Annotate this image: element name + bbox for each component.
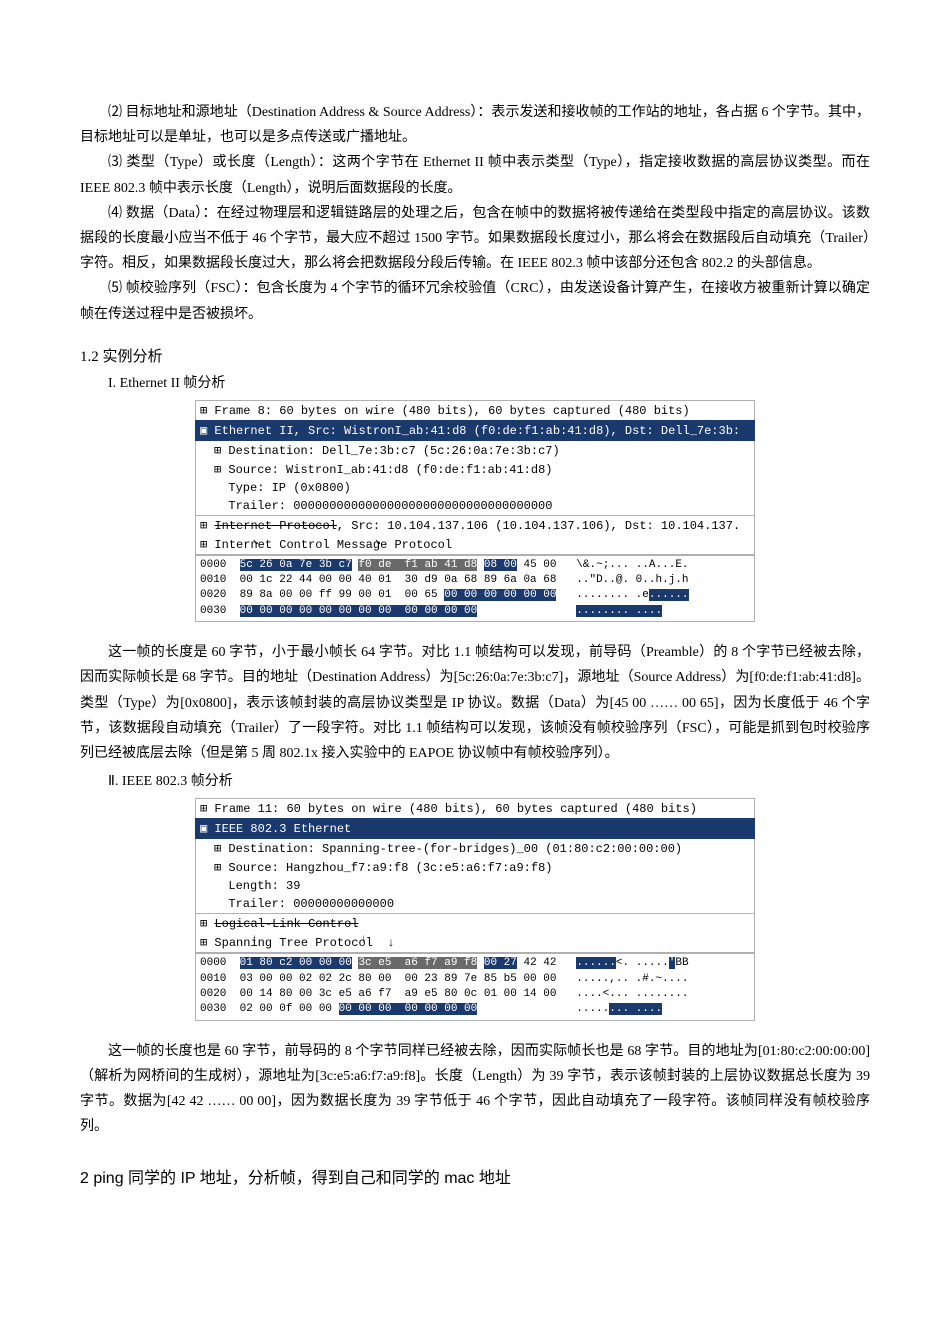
paragraph-5: ⑸ 帧校验序列（FSC）：包含长度为 4 个字节的循环冗余校验值（CRC），由发… bbox=[80, 276, 870, 326]
capture-2: ⊞ Frame 11: 60 bytes on wire (480 bits),… bbox=[195, 798, 755, 1021]
cap2-dest: ⊞ Destination: Spanning-tree-(for-bridge… bbox=[195, 839, 755, 858]
subsection-II-title: Ⅱ. IEEE 802.3 帧分析 bbox=[80, 770, 870, 790]
analysis-1: 这一帧的长度是 60 字节，小于最小帧长 64 字节。对比 1.1 帧结构可以发… bbox=[80, 640, 870, 766]
analysis-2: 这一帧的长度也是 60 字节，前导码的 8 个字节同样已经被去除，因而实际帧长也… bbox=[80, 1039, 870, 1140]
capture-2-wrap: ⊞ Frame 11: 60 bytes on wire (480 bits),… bbox=[80, 798, 870, 1021]
paragraph-3: ⑶ 类型（Type）或长度（Length）：这两个字节在 Ethernet II… bbox=[80, 150, 870, 200]
cap1-hex: 0000 5c 26 0a 7e 3b c7 f0 de f1 ab 41 d8… bbox=[195, 555, 755, 623]
cap2-hex: 0000 01 80 c2 00 00 00 3c e5 a6 f7 a9 f8… bbox=[195, 953, 755, 1021]
cap1-trailer: Trailer: 0000000000000000000000000000000… bbox=[195, 497, 755, 516]
cap1-dest: ⊞ Destination: Dell_7e:3b:c7 (5c:26:0a:7… bbox=[195, 441, 755, 460]
cap2-len: Length: 39 bbox=[195, 877, 755, 895]
section-1-2-title: 1.2 实例分析 bbox=[80, 345, 870, 366]
cap1-icmp: ⊞ Intern↘et Control Messag↘e Protocol bbox=[195, 535, 755, 555]
cap1-type: Type: IP (0x0800) bbox=[195, 479, 755, 497]
cap2-ethernet-header: ▣ IEEE 802.3 Ethernet bbox=[195, 818, 755, 839]
cap1-ethernet-header: ▣ Ethernet II, Src: WistronI_ab:41:d8 (f… bbox=[195, 420, 755, 441]
capture-1-wrap: ⊞ Frame 8: 60 bytes on wire (480 bits), … bbox=[80, 400, 870, 623]
cap2-src: ⊞ Source: Hangzhou_f7:a9:f8 (3c:e5:a6:f7… bbox=[195, 858, 755, 877]
cap2-llc: ⊞ Logical-Link Control bbox=[195, 914, 755, 933]
section-2-title: 2 ping 同学的 IP 地址，分析帧，得到自己和同学的 mac 地址 bbox=[80, 1164, 870, 1188]
paragraph-4: ⑷ 数据（Data）：在经过物理层和逻辑链路层的处理之后，包含在帧中的数据将被传… bbox=[80, 201, 870, 277]
subsection-I-title: I. Ethernet II 帧分析 bbox=[80, 372, 870, 392]
paragraph-2: ⑵ 目标地址和源地址（Destination Address & Source … bbox=[80, 100, 870, 150]
cap2-trailer: Trailer: 00000000000000 bbox=[195, 895, 755, 914]
page: ⑵ 目标地址和源地址（Destination Address & Source … bbox=[0, 0, 950, 1256]
cap2-stp: ⊞ Spanni↓ng Tree Protoco↓l ↓ bbox=[195, 933, 755, 953]
cap1-src: ⊞ Source: WistronI_ab:41:d8 (f0:de:f1:ab… bbox=[195, 460, 755, 479]
cap2-frame: ⊞ Frame 11: 60 bytes on wire (480 bits),… bbox=[195, 798, 755, 818]
capture-1: ⊞ Frame 8: 60 bytes on wire (480 bits), … bbox=[195, 400, 755, 623]
cap1-frame: ⊞ Frame 8: 60 bytes on wire (480 bits), … bbox=[195, 400, 755, 420]
cap1-ip: ⊞ Internet Protocol, Src: 10.104.137.106… bbox=[195, 516, 755, 535]
